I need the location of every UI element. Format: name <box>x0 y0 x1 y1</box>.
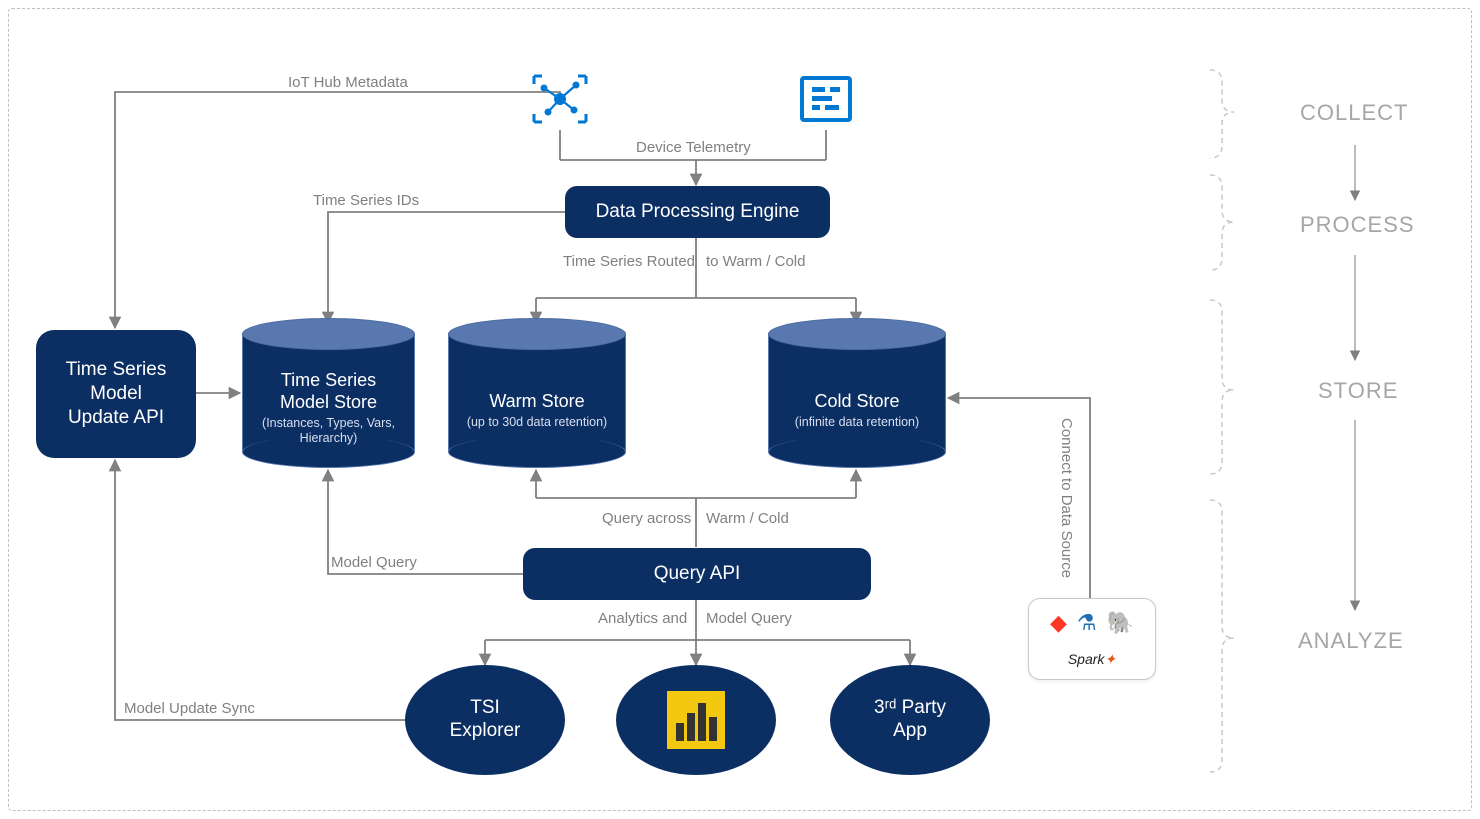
node-tools-box: ◆ ⚗ 🐘 Spark✦ <box>1028 598 1156 680</box>
update-api-l3: Update API <box>68 406 164 430</box>
node-tsi-explorer: TSI Explorer <box>405 665 565 775</box>
label-device-telemetry: Device Telemetry <box>636 139 751 156</box>
label-analytics-l: Analytics and <box>598 610 687 627</box>
phase-store: STORE <box>1318 378 1398 404</box>
node-power-bi <box>616 665 776 775</box>
model-store-l2: Model Store <box>280 392 377 414</box>
warm-store-sub: (up to 30d data retention) <box>467 415 607 430</box>
node-third-party: 3ʳᵈ Party App <box>830 665 990 775</box>
label-ts-routed-l: Time Series Routed <box>563 253 695 270</box>
power-bi-icon <box>667 691 725 749</box>
node-processing-engine: Data Processing Engine <box>565 186 830 238</box>
node-update-api: Time Series Model Update API <box>36 330 196 458</box>
label-query-across-l: Query across <box>602 510 691 527</box>
node-model-store: Time Series Model Store (Instances, Type… <box>242 318 415 468</box>
tsi-explorer-l1: TSI <box>470 697 500 720</box>
label-ts-ids: Time Series IDs <box>313 192 419 209</box>
tsi-explorer-l2: Explorer <box>450 720 521 743</box>
model-store-l1: Time Series <box>281 370 376 392</box>
hadoop-icon: 🐘 <box>1107 610 1134 636</box>
node-cold-store: Cold Store (infinite data retention) <box>768 318 946 468</box>
label-connect-data-source: Connect to Data Source <box>1058 418 1075 578</box>
databricks-icon: ◆ <box>1050 610 1067 636</box>
phase-collect: COLLECT <box>1300 100 1408 126</box>
warm-store-title: Warm Store <box>489 391 584 413</box>
node-warm-store: Warm Store (up to 30d data retention) <box>448 318 626 468</box>
ml-flask-icon: ⚗ <box>1077 610 1097 636</box>
iot-hub-icon <box>530 72 590 126</box>
phase-process: PROCESS <box>1300 212 1415 238</box>
third-party-l2: App <box>893 720 927 743</box>
spark-icon: Spark✦ <box>1068 651 1116 668</box>
event-hub-icon <box>796 72 856 126</box>
cold-store-sub: (infinite data retention) <box>795 415 919 430</box>
label-iot-metadata: IoT Hub Metadata <box>288 74 408 91</box>
update-api-l1: Time Series <box>66 358 167 382</box>
node-query-api: Query API <box>523 548 871 600</box>
phase-analyze: ANALYZE <box>1298 628 1404 654</box>
label-ts-routed-r: to Warm / Cold <box>706 253 805 270</box>
cold-store-title: Cold Store <box>814 391 899 413</box>
label-model-update-sync: Model Update Sync <box>124 700 255 717</box>
label-model-query: Model Query <box>331 554 417 571</box>
diagram-canvas: Data Processing Engine Time Series Model… <box>0 0 1480 819</box>
label-analytics-r: Model Query <box>706 610 792 627</box>
update-api-l2: Model <box>90 382 142 406</box>
query-api-title: Query API <box>654 562 741 586</box>
model-store-sub: (Instances, Types, Vars, Hierarchy) <box>252 416 405 446</box>
label-query-across-r: Warm / Cold <box>706 510 789 527</box>
third-party-l1: 3ʳᵈ Party <box>874 697 946 720</box>
processing-engine-title: Data Processing Engine <box>596 200 800 224</box>
